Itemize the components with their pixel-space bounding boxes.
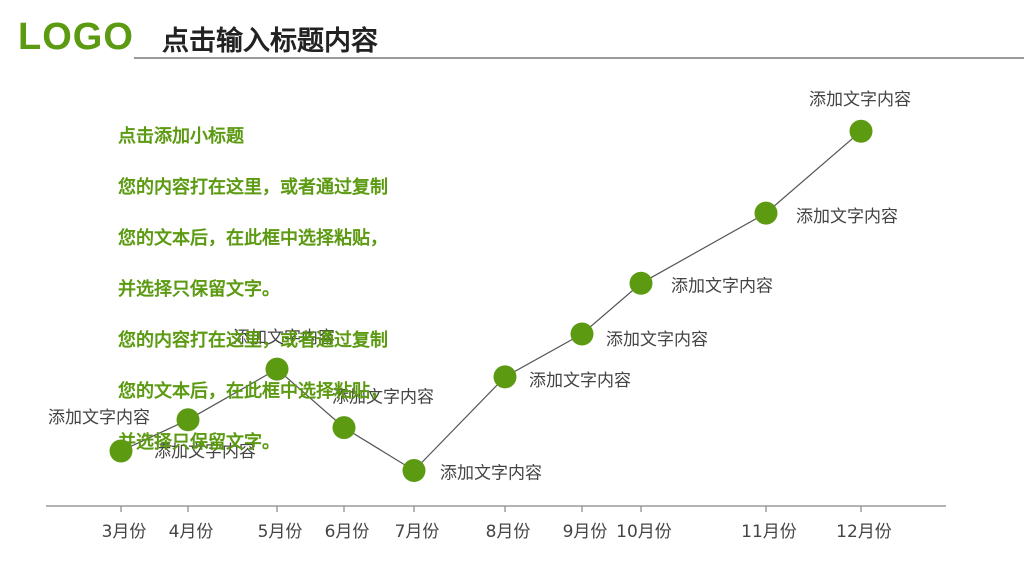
- x-tick-label: 3月份: [102, 522, 147, 542]
- body-line-3: 并选择只保留文字。: [118, 279, 280, 300]
- x-tick-label: 10月份: [616, 522, 672, 542]
- body-subtitle: 点击添加小标题: [118, 126, 244, 147]
- body-line-4: 您的内容打在这里，或者通过复制: [118, 330, 388, 351]
- data-point: [109, 439, 133, 463]
- data-point: [176, 408, 200, 432]
- body-line-5: 您的文本后，在此框中选择粘贴，: [118, 381, 388, 402]
- data-label: 添加文字内容: [529, 371, 631, 391]
- data-point: [570, 322, 594, 346]
- data-point: [849, 119, 873, 143]
- x-tick-label: 7月份: [395, 522, 440, 542]
- data-point: [754, 201, 778, 225]
- data-label: 添加文字内容: [671, 276, 773, 296]
- data-label: 添加文字内容: [154, 442, 256, 462]
- body-line-6: 并选择只保留文字。: [118, 432, 280, 453]
- data-label: 添加文字内容: [796, 207, 898, 227]
- x-tick-label: 8月份: [486, 522, 531, 542]
- x-tick-label: 9月份: [563, 522, 608, 542]
- data-label: 添加文字内容: [606, 330, 708, 350]
- data-label: 添加文字内容: [440, 464, 542, 484]
- data-label: 添加文字内容: [233, 328, 335, 348]
- page-title: 点击输入标题内容: [162, 26, 378, 57]
- x-tick-label: 5月份: [258, 522, 303, 542]
- header-divider: [134, 57, 1024, 59]
- x-tick-label: 11月份: [741, 522, 797, 542]
- data-point: [265, 357, 289, 381]
- logo: LOGO: [18, 16, 134, 58]
- body-line-2: 您的文本后，在此框中选择粘贴，: [118, 228, 388, 249]
- data-point: [402, 459, 426, 482]
- body-line-1: 您的内容打在这里，或者通过复制: [118, 177, 388, 198]
- data-label: 添加文字内容: [48, 408, 150, 428]
- data-label: 添加文字内容: [809, 90, 911, 110]
- data-point: [332, 416, 356, 440]
- x-tick-label: 12月份: [836, 522, 892, 542]
- data-point: [493, 365, 517, 389]
- x-tick-label: 6月份: [325, 522, 370, 542]
- body-text-box[interactable]: 点击添加小标题 您的内容打在这里，或者通过复制 您的文本后，在此框中选择粘贴， …: [118, 124, 478, 481]
- data-point: [629, 271, 653, 295]
- x-tick-label: 4月份: [169, 522, 214, 542]
- data-label: 添加文字内容: [332, 388, 434, 408]
- series-line: [120, 130, 862, 472]
